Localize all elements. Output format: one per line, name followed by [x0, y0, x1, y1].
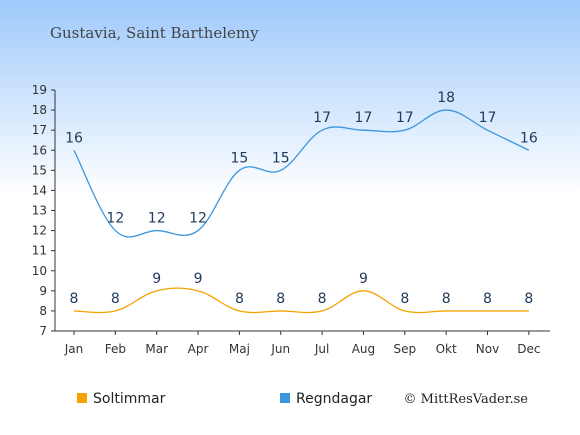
- y-tick-label: 8: [39, 304, 47, 318]
- x-tick-label: Sep: [393, 342, 416, 356]
- x-tick-label: Maj: [229, 342, 250, 356]
- legend-label-soltimmar: Soltimmar: [93, 391, 166, 407]
- data-label-regndagar: 17: [313, 110, 331, 126]
- data-label-soltimmar: 8: [483, 291, 492, 307]
- series-line-soltimmar: [73, 287, 529, 314]
- data-label-regndagar: 12: [148, 211, 166, 227]
- legend-label-regndagar: Regndagar: [296, 391, 372, 407]
- x-tick-label: Dec: [517, 342, 540, 356]
- x-tick-label: Mar: [145, 342, 168, 356]
- y-tick-label: 14: [32, 183, 47, 197]
- data-label-regndagar: 17: [479, 110, 497, 126]
- y-tick-label: 15: [32, 163, 47, 177]
- data-label-regndagar: 16: [65, 130, 83, 146]
- x-tick-label: Jun: [270, 342, 290, 356]
- legend: Soltimmar Regndagar: [77, 391, 372, 407]
- y-tick-label: 18: [32, 103, 47, 117]
- y-tick-label: 9: [39, 284, 47, 298]
- data-label-regndagar: 15: [272, 150, 290, 166]
- x-tick-label: Jul: [314, 342, 329, 356]
- x-tick-label: Okt: [436, 342, 457, 356]
- y-tick-label: 7: [39, 324, 47, 338]
- credit-text: © MittResVader.se: [404, 392, 529, 407]
- data-label-regndagar: 15: [230, 150, 248, 166]
- series-group: [73, 109, 530, 314]
- data-label-soltimmar: 8: [442, 291, 451, 307]
- x-tick-label: Feb: [105, 342, 126, 356]
- y-tick-label: 12: [32, 224, 47, 238]
- y-tick-label: 11: [32, 244, 47, 258]
- data-label-regndagar: 12: [106, 211, 124, 227]
- data-label-soltimmar: 8: [318, 291, 327, 307]
- legend-swatch-regndagar: [280, 393, 290, 403]
- data-label-soltimmar: 9: [152, 271, 161, 287]
- data-label-soltimmar: 8: [235, 291, 244, 307]
- data-label-soltimmar: 8: [70, 291, 79, 307]
- x-tick-label: Nov: [476, 342, 499, 356]
- data-label-regndagar: 17: [396, 110, 414, 126]
- data-labels: 8 8 9 9 8 8 8 9 8 8 8 8 16 12 12 12 15 15 17 17 17 18 17 16: [65, 90, 538, 307]
- y-tick-label: 17: [32, 123, 47, 137]
- x-tick-label: Aug: [352, 342, 375, 356]
- x-tick-label: Jan: [64, 342, 84, 356]
- axes: 7 8 9 10 11 12 13 14 15 16 17 18 19 Jan Feb Mar Apr Maj Ju…: [32, 83, 550, 356]
- y-tick-label: 16: [32, 143, 47, 157]
- data-label-soltimmar: 8: [111, 291, 120, 307]
- series-line-regndagar: [73, 109, 530, 238]
- data-label-regndagar: 18: [437, 90, 455, 106]
- data-label-soltimmar: 8: [524, 291, 533, 307]
- data-label-soltimmar: 9: [194, 271, 203, 287]
- y-tick-label: 19: [32, 83, 47, 97]
- chart-title: Gustavia, Saint Barthelemy: [50, 24, 259, 42]
- data-label-regndagar: 16: [520, 130, 538, 146]
- y-tick-label: 10: [32, 264, 47, 278]
- data-label-soltimmar: 8: [400, 291, 409, 307]
- y-tick-label: 13: [32, 204, 47, 218]
- data-label-soltimmar: 9: [359, 271, 368, 287]
- data-label-regndagar: 17: [355, 110, 373, 126]
- x-tick-label: Apr: [188, 342, 209, 356]
- data-label-soltimmar: 8: [276, 291, 285, 307]
- data-label-regndagar: 12: [189, 211, 207, 227]
- legend-swatch-soltimmar: [77, 393, 87, 403]
